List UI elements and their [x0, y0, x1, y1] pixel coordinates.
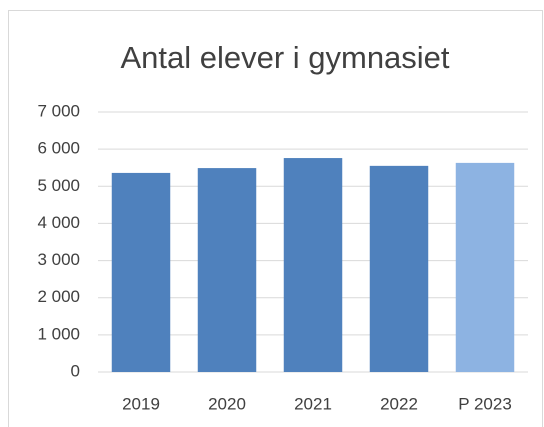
x-tick-label: 2021: [294, 394, 332, 413]
y-tick-label: 0: [71, 361, 80, 380]
bar: [369, 165, 429, 372]
y-tick-label: 7 000: [37, 101, 80, 120]
y-tick-label: 1 000: [37, 324, 80, 343]
bar: [111, 172, 171, 372]
x-tick-label: P 2023: [458, 394, 512, 413]
bar: [283, 158, 343, 372]
y-tick-label: 5 000: [37, 176, 80, 195]
y-tick-label: 3 000: [37, 250, 80, 269]
chart-border: [8, 10, 543, 427]
y-tick-label: 2 000: [37, 287, 80, 306]
y-tick-label: 4 000: [37, 213, 80, 232]
x-tick-label: 2019: [122, 394, 160, 413]
x-tick-label: 2020: [208, 394, 246, 413]
x-tick-label: 2022: [380, 394, 418, 413]
bar: [197, 168, 257, 372]
y-tick-label: 6 000: [37, 139, 80, 158]
chart-title: Antal elever i gymnasiet: [120, 40, 449, 75]
bar: [455, 162, 515, 372]
